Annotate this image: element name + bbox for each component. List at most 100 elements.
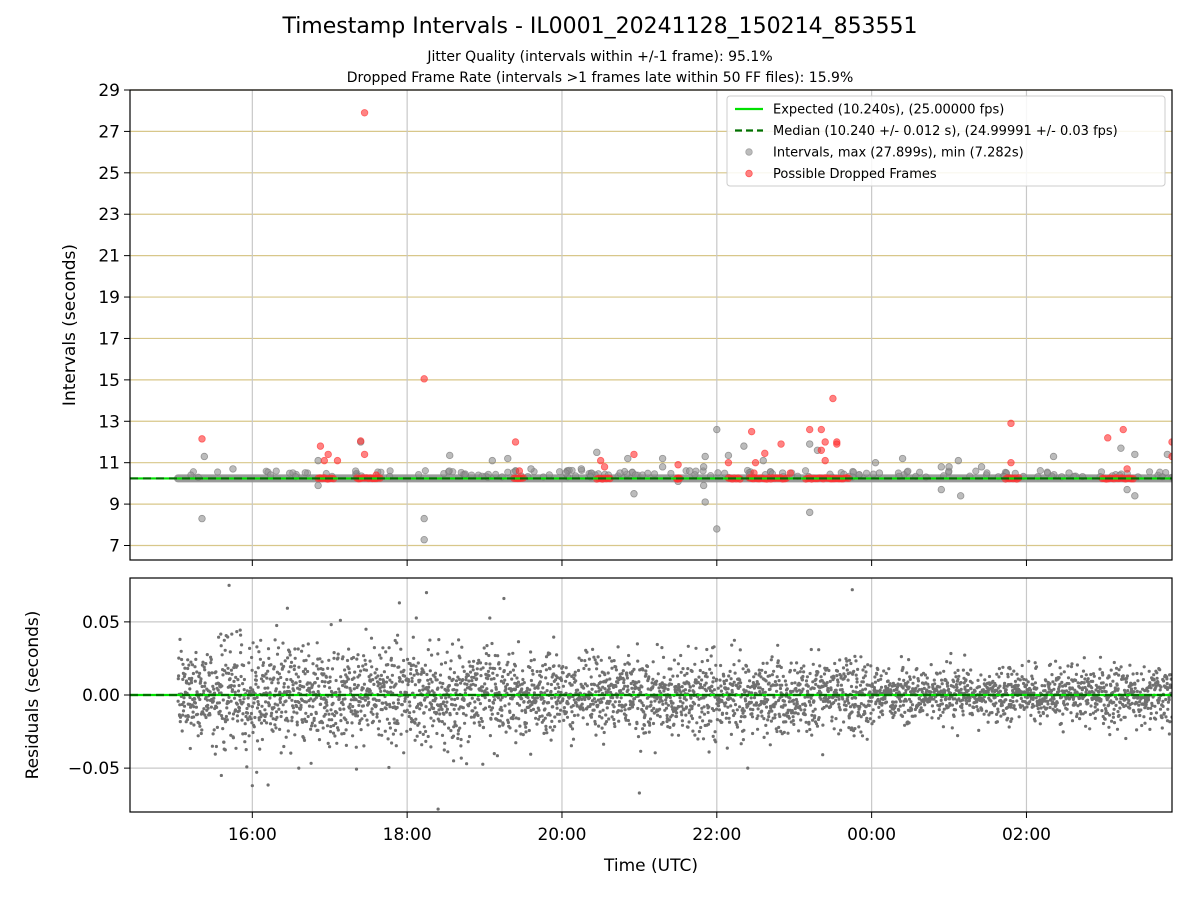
residual-point xyxy=(973,689,977,693)
intervals-y-tick-label: 23 xyxy=(98,205,120,225)
residual-point xyxy=(195,712,200,716)
residual-point xyxy=(573,673,577,677)
residual-point xyxy=(966,683,970,688)
residual-point xyxy=(698,668,702,673)
residual-point xyxy=(493,653,497,658)
residual-point xyxy=(572,698,576,702)
legend-label: Intervals, max (27.899s), min (7.282s) xyxy=(773,146,1024,161)
residual-point xyxy=(212,728,216,732)
residual-point xyxy=(370,707,374,711)
residual-point xyxy=(913,714,917,718)
residual-point xyxy=(335,711,339,715)
residual-point xyxy=(456,675,460,679)
residual-point xyxy=(362,744,366,748)
intervals-y-axis-label: Intervals (seconds) xyxy=(60,244,80,406)
residual-point xyxy=(583,659,587,663)
residual-point xyxy=(457,638,461,642)
residual-point xyxy=(426,678,430,682)
residual-point xyxy=(718,678,722,682)
residual-point xyxy=(687,720,691,724)
residual-point xyxy=(1110,719,1114,723)
residual-point xyxy=(330,718,334,722)
residual-point xyxy=(272,706,276,710)
residual-point xyxy=(338,618,342,623)
residual-point xyxy=(311,662,315,666)
residual-point xyxy=(355,714,360,718)
residual-point xyxy=(577,698,581,702)
residual-point xyxy=(497,690,501,695)
residual-point xyxy=(328,675,332,679)
residual-point xyxy=(879,685,884,689)
residual-point xyxy=(283,659,287,663)
residual-point xyxy=(1065,707,1069,711)
residual-point xyxy=(956,668,960,673)
residual-point xyxy=(757,668,761,672)
residual-point xyxy=(1118,706,1122,710)
residual-point xyxy=(181,713,185,717)
residual-point xyxy=(405,657,410,662)
residual-point xyxy=(1112,700,1116,705)
residual-point xyxy=(1111,715,1115,719)
residual-point xyxy=(651,677,655,681)
residual-point xyxy=(1142,715,1146,719)
residual-point xyxy=(421,684,425,688)
residual-point xyxy=(428,708,432,712)
residual-point xyxy=(877,705,881,710)
residual-point xyxy=(536,686,540,690)
residual-point xyxy=(389,685,393,689)
residual-point xyxy=(834,688,838,692)
residual-point xyxy=(253,715,257,720)
residual-point xyxy=(369,636,374,640)
residual-point xyxy=(548,725,552,729)
residual-point xyxy=(957,674,961,678)
residual-point xyxy=(719,684,723,688)
residual-point xyxy=(852,705,856,709)
residual-point xyxy=(556,699,560,703)
residual-point xyxy=(261,661,266,665)
residual-point xyxy=(214,670,218,674)
residual-point xyxy=(487,698,491,703)
residual-point xyxy=(191,710,195,714)
residual-point xyxy=(731,709,735,713)
residual-point xyxy=(841,690,845,694)
residual-point xyxy=(310,724,314,728)
residual-point xyxy=(282,685,286,689)
residual-point xyxy=(271,729,275,733)
residual-point xyxy=(308,690,312,695)
residual-point xyxy=(506,660,510,664)
residual-point xyxy=(937,716,941,720)
residual-point xyxy=(452,671,456,675)
residual-point xyxy=(564,666,568,670)
residual-point xyxy=(901,665,905,670)
residual-point xyxy=(993,695,997,700)
residual-point xyxy=(364,668,369,672)
residual-point xyxy=(258,747,262,751)
residual-point xyxy=(428,638,432,642)
residual-point xyxy=(676,662,681,666)
residual-point xyxy=(315,664,319,668)
residual-point xyxy=(276,681,280,685)
residual-point xyxy=(499,705,503,710)
residual-point xyxy=(234,746,238,750)
residual-point xyxy=(412,656,416,661)
residual-point xyxy=(870,682,874,686)
residual-point xyxy=(561,671,565,675)
residual-point xyxy=(1072,695,1076,699)
residual-point xyxy=(465,682,469,687)
residual-point xyxy=(442,748,446,752)
residual-point xyxy=(689,714,694,718)
residual-point xyxy=(680,685,684,689)
residual-point xyxy=(613,700,617,704)
residual-point xyxy=(310,683,315,687)
residual-point xyxy=(710,689,714,694)
interval-point xyxy=(699,481,708,490)
residual-point xyxy=(424,705,428,709)
residual-point xyxy=(825,666,829,671)
residual-point xyxy=(405,729,409,733)
residual-point xyxy=(513,673,517,677)
residual-point xyxy=(459,744,463,748)
residual-point xyxy=(834,698,838,702)
residual-point xyxy=(663,686,667,690)
residual-point xyxy=(969,687,973,691)
